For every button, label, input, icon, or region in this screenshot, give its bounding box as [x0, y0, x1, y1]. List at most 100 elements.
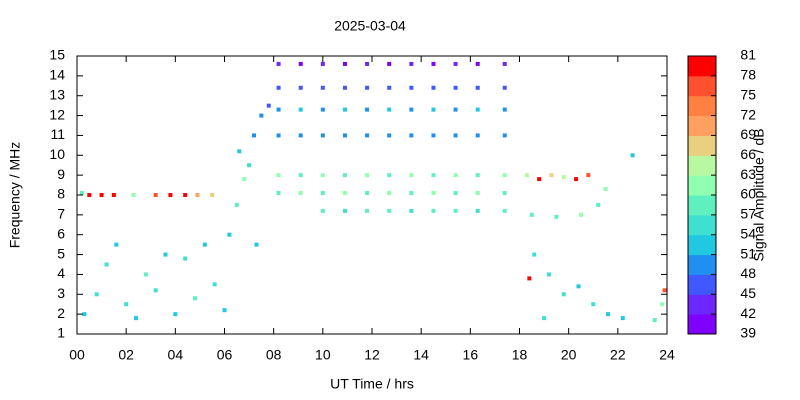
y-tick-label: 1: [57, 325, 65, 341]
data-point: [387, 61, 392, 66]
data-point: [276, 133, 281, 138]
data-point: [320, 191, 325, 196]
x-tick-label: 04: [168, 347, 184, 363]
colorbar-band: [688, 254, 716, 275]
data-point: [342, 208, 347, 213]
data-point: [542, 316, 547, 321]
data-point: [475, 61, 480, 66]
data-point: [237, 149, 242, 154]
data-point: [195, 193, 200, 197]
data-point: [529, 212, 534, 217]
y-tick-label: 3: [57, 285, 65, 301]
data-point: [620, 316, 625, 321]
data-point: [527, 276, 532, 281]
data-point: [409, 107, 414, 112]
data-point: [342, 133, 347, 138]
data-point: [104, 262, 109, 267]
data-point: [453, 107, 458, 112]
colorbar-band: [688, 314, 716, 335]
data-point: [134, 316, 138, 321]
data-point: [202, 242, 207, 247]
colorbar-band: [688, 56, 716, 77]
data-point: [168, 193, 173, 197]
data-point: [537, 177, 542, 182]
data-point: [431, 107, 436, 112]
data-point: [298, 133, 303, 138]
data-point: [387, 208, 392, 213]
data-point: [365, 61, 370, 66]
plot-frame: [76, 55, 668, 335]
data-point: [453, 191, 458, 196]
colorbar-tick-label: 78: [740, 67, 756, 83]
data-point: [453, 85, 458, 90]
colorbar-tick-label: 66: [740, 146, 756, 162]
data-point: [475, 133, 480, 138]
data-point: [502, 107, 507, 112]
data-point: [298, 173, 303, 178]
data-point: [387, 107, 392, 112]
data-point: [365, 208, 370, 213]
data-point: [276, 61, 281, 66]
x-tick-label: 12: [364, 347, 380, 363]
data-point: [502, 85, 507, 90]
data-point: [547, 272, 551, 277]
colorbar-tick-label: 75: [740, 86, 756, 102]
y-tick-label: 12: [49, 106, 65, 122]
data-point: [561, 292, 566, 297]
data-point: [254, 242, 259, 247]
data-point: [234, 202, 239, 207]
data-point: [387, 191, 392, 196]
data-point: [342, 85, 347, 90]
data-point: [431, 191, 436, 196]
data-point: [561, 175, 566, 180]
data-point: [342, 191, 347, 196]
data-point: [87, 193, 92, 197]
data-point: [124, 302, 129, 307]
data-point: [532, 252, 537, 257]
y-tick-label: 14: [49, 67, 65, 83]
x-tick-label: 22: [610, 347, 626, 363]
data-point: [210, 193, 215, 197]
data-point: [342, 173, 347, 178]
data-point: [320, 61, 325, 66]
colorbar-tick-label: 45: [740, 285, 756, 301]
data-point: [475, 85, 480, 90]
data-point: [320, 85, 325, 90]
data-point: [298, 61, 303, 66]
data-point: [276, 107, 281, 112]
data-point: [502, 133, 507, 138]
data-point: [662, 288, 667, 293]
data-point: [387, 85, 392, 90]
data-point: [475, 191, 480, 196]
y-tick-label: 7: [57, 206, 65, 222]
data-point: [298, 85, 303, 90]
y-tick-label: 4: [57, 265, 65, 281]
y-axis-label: Frequency / MHz: [7, 142, 23, 249]
colorbar-label: Signal Amplitude / dB: [751, 128, 767, 261]
data-point: [365, 173, 370, 178]
data-point: [365, 133, 370, 138]
data-point: [227, 232, 232, 237]
y-tick-label: 15: [49, 47, 65, 63]
data-point: [342, 107, 347, 112]
data-point: [114, 242, 119, 247]
data-point: [365, 85, 370, 90]
data-point: [502, 61, 507, 66]
colorbar-tick-label: 42: [740, 305, 756, 321]
data-point: [387, 173, 392, 178]
data-point: [431, 173, 436, 178]
data-point: [320, 208, 325, 213]
data-point: [82, 312, 87, 317]
y-tick-label: 2: [57, 305, 65, 321]
data-point: [163, 252, 168, 257]
colorbar-tick-label: 39: [740, 325, 756, 341]
data-point: [183, 193, 188, 197]
data-point: [153, 193, 158, 197]
data-point: [576, 284, 581, 289]
colorbar-band: [688, 155, 716, 176]
data-point: [99, 193, 104, 197]
data-point: [409, 61, 414, 66]
colorbar-tick-label: 72: [740, 106, 756, 122]
data-point: [320, 133, 325, 138]
